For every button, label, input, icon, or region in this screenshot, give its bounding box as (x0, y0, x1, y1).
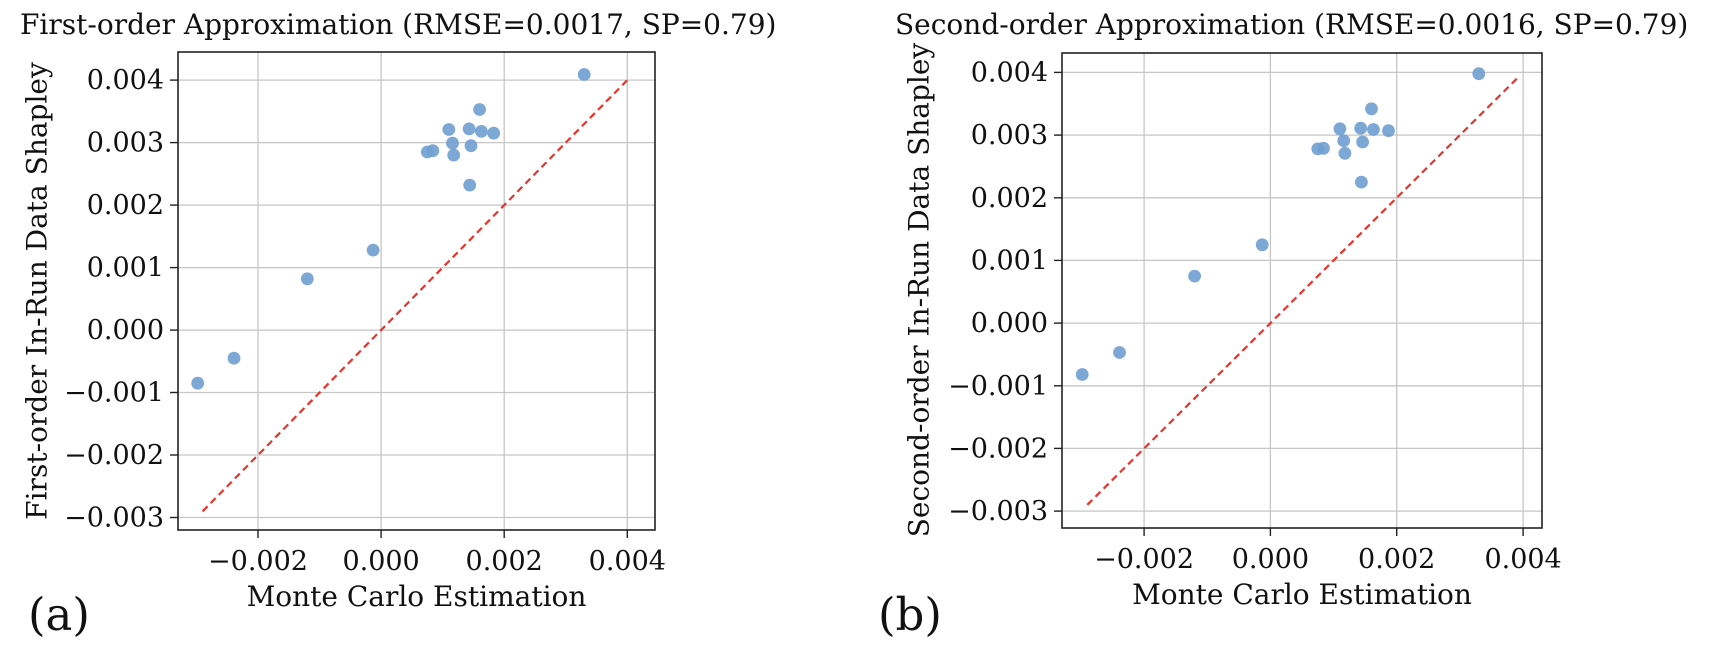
axes-frame (177, 51, 656, 531)
scatter-point (1367, 123, 1380, 136)
panel-b-x-axis-label: Monte Carlo Estimation (1132, 578, 1472, 611)
scatter-point (1365, 102, 1378, 116)
x-tick-label: 0.000 (1232, 544, 1309, 575)
scatter-point (487, 126, 501, 140)
y-tick-label: 0.000 (87, 315, 164, 346)
panel-b-caption: (b) (878, 588, 942, 641)
scatter-point (1354, 121, 1368, 135)
y-tick-label: 0.003 (87, 128, 164, 159)
scatter-point (475, 125, 488, 138)
y-tick-label: 0.004 (87, 65, 164, 96)
y-tick-label: −0.002 (948, 433, 1048, 464)
y-tick-label: −0.002 (64, 440, 164, 471)
identity-line (1086, 74, 1521, 506)
y-tick-label: 0.004 (971, 57, 1048, 88)
scatter-point (1075, 368, 1089, 381)
scatter-point (1338, 146, 1352, 160)
scatter-point (1311, 142, 1325, 156)
scatter-point (473, 103, 486, 116)
panel-a-y-axis-label: First-order In-Run Data Shapley (20, 62, 54, 520)
scatter-point (1255, 238, 1269, 252)
axes-frame (1061, 52, 1543, 529)
y-tick-label: 0.000 (971, 308, 1048, 339)
scatter-point (1333, 122, 1347, 136)
scatter-point (227, 351, 241, 365)
scatter-point (426, 144, 440, 158)
x-tick-label: 0.000 (342, 546, 419, 577)
scatter-point (1472, 67, 1486, 81)
panel-b-title: Second-order Approximation (RMSE=0.0016,… (895, 8, 1689, 41)
scatter-point (442, 123, 456, 136)
y-tick-label: 0.003 (971, 120, 1048, 151)
y-tick-label: −0.003 (64, 503, 164, 534)
scatter-point (447, 148, 461, 162)
scatter-point (462, 122, 476, 136)
panel-a-title: First-order Approximation (RMSE=0.0017, … (20, 8, 777, 41)
y-tick-label: −0.003 (948, 496, 1048, 527)
scatter-point (1356, 135, 1369, 149)
scatter-point (300, 272, 314, 286)
y-tick-label: 0.001 (971, 245, 1048, 276)
scatter-point (463, 178, 477, 192)
panel-a-plot-canvas: −0.002 0.000 0.002 0.004 0.004 0.003 0.002 0.00… (64, 51, 666, 577)
scatter-point (420, 145, 434, 159)
panel-a-x-axis-label: Monte Carlo Estimation (246, 580, 587, 613)
y-tick-label: −0.001 (64, 378, 164, 409)
x-tick-label: 0.002 (1358, 544, 1435, 575)
scatter-point (1382, 124, 1395, 138)
scatter-point (1317, 141, 1330, 155)
scatter-point (577, 68, 591, 81)
panel-b-y-axis-label: Second-order In-Run Data Shapley (902, 42, 936, 538)
panel-a-caption: (a) (28, 588, 90, 641)
x-tick-label: 0.002 (466, 546, 543, 577)
scatter-point (1188, 269, 1201, 283)
y-tick-label: 0.001 (87, 253, 164, 284)
scatter-point (446, 136, 459, 150)
y-tick-label: −0.001 (948, 371, 1048, 402)
y-tick-label: 0.002 (971, 183, 1048, 214)
scatter-point (366, 243, 380, 257)
scatter-point (1113, 346, 1126, 359)
scatter-point (1355, 175, 1368, 189)
panel-b-plot-canvas: −0.002 0.000 0.002 0.004 0.004 0.003 0.002 0.00… (948, 52, 1562, 575)
x-tick-label: 0.004 (1484, 544, 1561, 575)
scatter-point (464, 139, 478, 153)
y-tick-label: 0.002 (87, 190, 164, 221)
identity-line (201, 76, 632, 513)
x-tick-label: 0.004 (589, 546, 666, 577)
x-tick-label: −0.002 (1094, 544, 1194, 575)
x-tick-label: −0.002 (208, 546, 308, 577)
scatter-point (1337, 134, 1351, 148)
scatter-point (191, 376, 205, 390)
